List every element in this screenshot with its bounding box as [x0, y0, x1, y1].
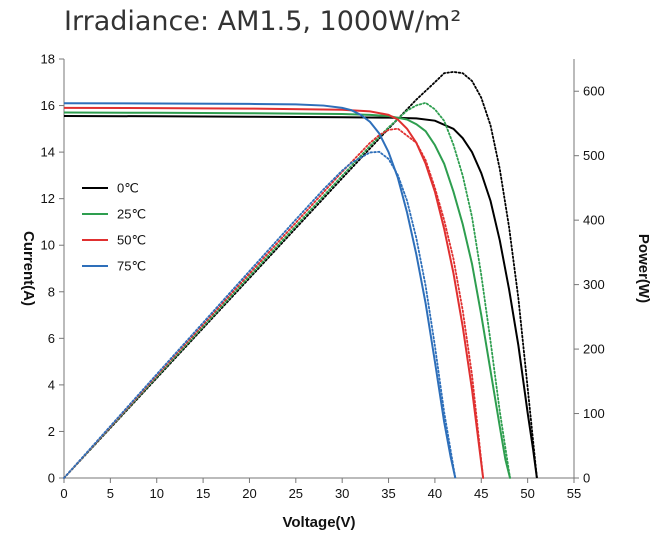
series-4-current-curve: [63, 102, 457, 479]
series-2-power-curve: [63, 101, 511, 479]
x-tick-label: 10: [149, 486, 163, 501]
y-right-tick-label: 500: [583, 148, 605, 163]
x-tick-label: 30: [335, 486, 349, 501]
y-right-tick-label: 100: [583, 406, 605, 421]
y-axis-left-label: Current(A): [20, 231, 37, 306]
y-right-tick-label: 600: [583, 84, 605, 99]
x-tick-label: 0: [60, 486, 67, 501]
series-4-power-curve: [63, 150, 457, 479]
x-tick-label: 20: [242, 486, 256, 501]
series-3-power-curve: [63, 127, 485, 479]
series-1-power-curve: [63, 70, 538, 479]
y-left-tick-label: 16: [41, 98, 55, 113]
x-tick-label: 15: [196, 486, 210, 501]
series-2-current-curve: [63, 111, 511, 479]
x-tick-label: 5: [107, 486, 114, 501]
y-right-tick-label: 400: [583, 213, 605, 228]
legend-label: 25℃: [117, 207, 146, 222]
y-left-tick-label: 18: [41, 52, 55, 67]
y-left-tick-label: 10: [41, 238, 55, 253]
y-right-tick-label: 0: [583, 471, 590, 486]
y-right-tick-label: 300: [583, 277, 605, 292]
legend-label: 75℃: [117, 259, 146, 274]
x-axis-label: Voltage(V): [282, 514, 355, 531]
axes-group: 0 5 10 15 20 25 30 35 40 45 50 55024681012141618010…: [41, 52, 605, 502]
x-tick-label: 45: [474, 486, 488, 501]
y-axis-right-label: Power(W): [635, 234, 652, 303]
y-left-tick-label: 4: [48, 377, 55, 392]
legend: 0℃ 25℃ 50℃ 75℃: [82, 181, 146, 274]
curves-group: [63, 70, 538, 479]
y-left-tick-label: 2: [48, 424, 55, 439]
chart-title: Irradiance: AM1.5, 1000W/m²: [64, 6, 462, 37]
x-tick-label: 40: [428, 486, 442, 501]
y-left-tick-label: 12: [41, 191, 55, 206]
y-left-tick-label: 8: [48, 284, 55, 299]
x-tick-label: 50: [520, 486, 534, 501]
x-tick-label: 55: [567, 486, 581, 501]
legend-label: 50℃: [117, 233, 146, 248]
series-1-current-curve: [63, 115, 538, 479]
x-tick-label: 25: [289, 486, 303, 501]
x-tick-label: 35: [381, 486, 395, 501]
y-left-tick-label: 6: [48, 331, 55, 346]
y-left-tick-label: 14: [41, 145, 55, 160]
series-3-current-curve: [63, 106, 485, 479]
legend-label: 0℃: [117, 181, 139, 196]
y-left-tick-label: 0: [48, 471, 55, 486]
y-right-tick-label: 200: [583, 342, 605, 357]
